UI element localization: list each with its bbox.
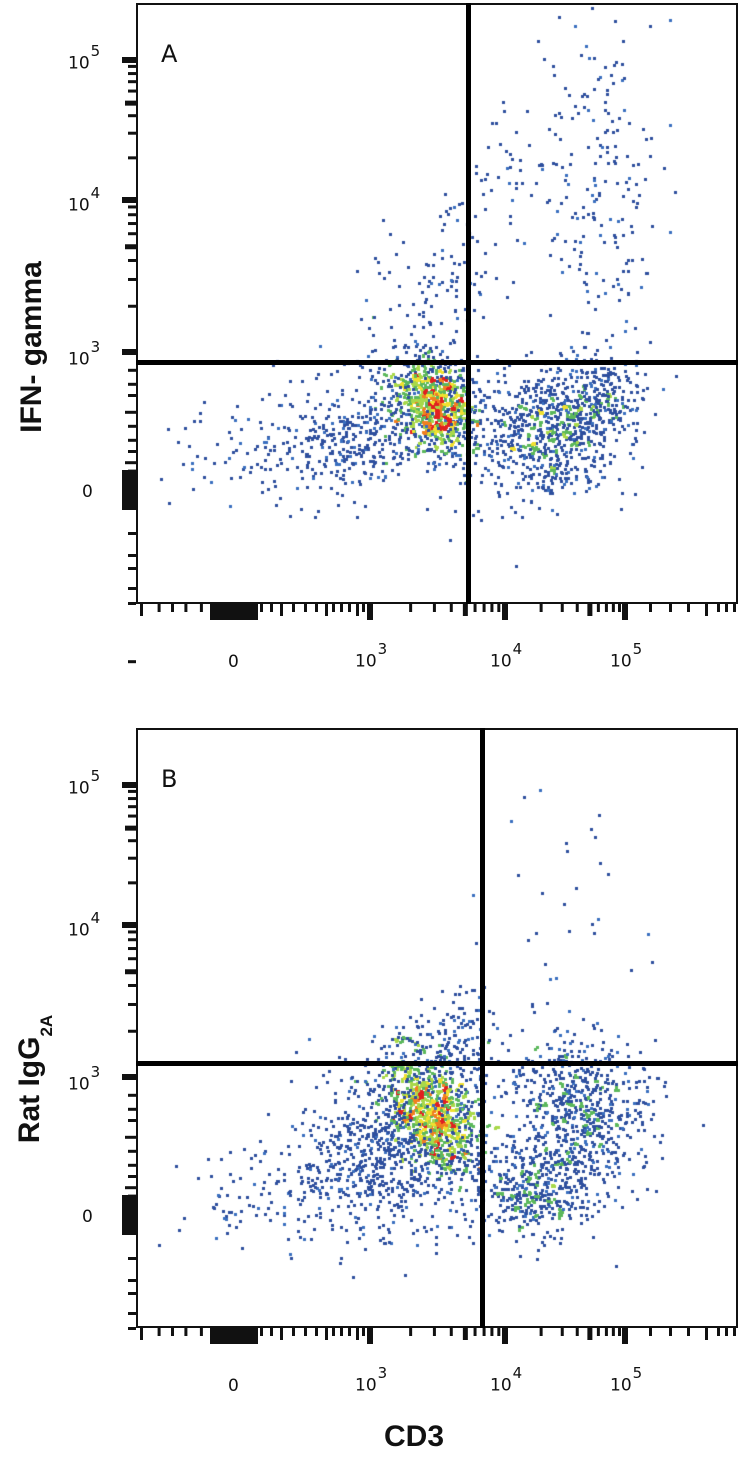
x-tick-label-1e5: 105 xyxy=(610,640,643,672)
x-tick-label-1e5: 105 xyxy=(610,1364,643,1396)
quadrant-gate-horizontal[interactable] xyxy=(136,1061,738,1066)
y-tick-label-1e5: 105 xyxy=(68,767,101,799)
scatter-points xyxy=(138,5,739,606)
x-tick-label-0: 0 xyxy=(228,1376,239,1396)
x-tick-label-1e3: 103 xyxy=(355,640,388,672)
y-tick-label-0: 0 xyxy=(82,1207,93,1227)
quadrant-gate-vertical[interactable] xyxy=(480,728,485,1328)
scatter-points xyxy=(138,730,739,1330)
y-tick-label-1e5: 105 xyxy=(68,42,101,74)
y-tick-label-0: 0 xyxy=(82,482,93,502)
x-axis-label: CD3 xyxy=(384,1420,445,1453)
panel-letter: B xyxy=(161,765,178,793)
y-tick-label-1e3: 103 xyxy=(68,1063,101,1095)
quadrant-gate-vertical[interactable] xyxy=(466,3,471,604)
x-tick-label-1e4: 104 xyxy=(490,640,523,672)
panel-letter: A xyxy=(161,40,178,68)
x-tick-label-1e3: 103 xyxy=(355,1364,388,1396)
quadrant-gate-horizontal[interactable] xyxy=(136,360,738,365)
y-tick-label-1e4: 104 xyxy=(68,184,101,216)
plot-area-a xyxy=(136,3,739,606)
plot-area-b xyxy=(136,728,739,1330)
y-tick-label-1e4: 104 xyxy=(68,909,101,941)
y-tick-label-1e3: 103 xyxy=(68,338,101,370)
x-tick-label-0: 0 xyxy=(228,652,239,672)
x-tick-label-1e4: 104 xyxy=(490,1364,523,1396)
